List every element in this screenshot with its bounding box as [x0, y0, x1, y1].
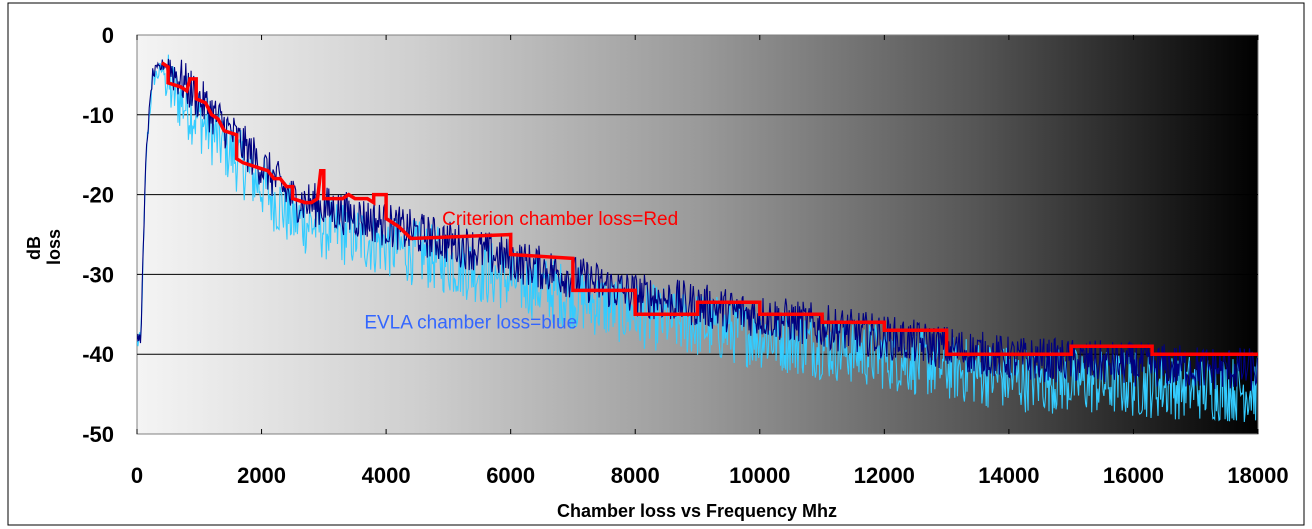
y-axis-title-line-2: loss: [44, 229, 64, 265]
x-tick-label: 14000: [978, 463, 1039, 488]
y-tick-label: -10: [82, 103, 114, 128]
x-tick-label: 2000: [237, 463, 286, 488]
x-tick-label: 12000: [854, 463, 915, 488]
light-blue-series-line: [137, 54, 1258, 423]
x-tick-label: 8000: [611, 463, 660, 488]
x-tick-label: 6000: [486, 463, 535, 488]
red-criterion-series-line: [160, 61, 1258, 356]
annotations: Criterion chamber loss=Red EVLA chamber l…: [364, 209, 678, 334]
x-tick-label: 0: [131, 463, 143, 488]
y-tick-label: 0: [102, 23, 114, 48]
y-tick-label: -50: [82, 422, 114, 447]
x-tick-label: 18000: [1227, 463, 1288, 488]
y-tick-label: -30: [82, 262, 114, 287]
annotation-red-criterion: Criterion chamber loss=Red: [442, 209, 678, 230]
x-axis-title: Chamber loss vs Frequency Mhz: [557, 501, 837, 521]
y-tick-label: -40: [82, 342, 114, 367]
x-tick-label: 4000: [362, 463, 411, 488]
x-tick-label: 10000: [729, 463, 790, 488]
y-tick-label: -20: [82, 183, 114, 208]
x-tick-label: 16000: [1103, 463, 1164, 488]
series-layer: [137, 54, 1258, 423]
y-axis-title-line-1: dB: [24, 236, 44, 260]
annotation-evla-blue: EVLA chamber loss=blue: [364, 313, 577, 334]
x-tick-labels: 0 2000 4000 6000 8000 10000 12000 14000 16000 180…: [131, 35, 1289, 488]
y-tick-labels: 0 -10 -20 -30 -40 -50: [82, 23, 114, 447]
